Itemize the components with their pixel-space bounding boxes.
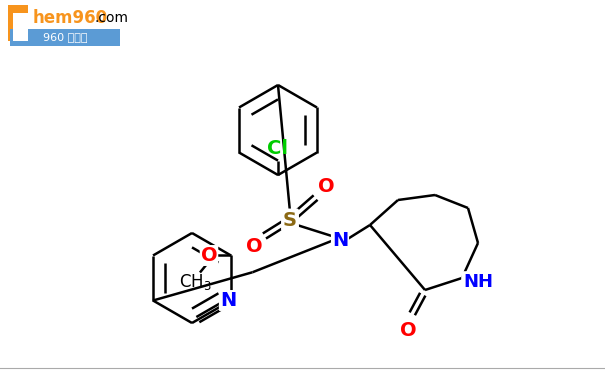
FancyBboxPatch shape	[8, 5, 28, 41]
Text: .com: .com	[94, 11, 128, 25]
Text: hem960: hem960	[33, 9, 108, 27]
Text: NH: NH	[463, 273, 493, 291]
Text: N: N	[332, 231, 348, 249]
Text: N: N	[220, 291, 236, 310]
Text: CH$_3$: CH$_3$	[178, 272, 211, 291]
Text: O: O	[246, 237, 263, 255]
Text: O: O	[400, 321, 416, 339]
FancyBboxPatch shape	[10, 29, 120, 46]
FancyBboxPatch shape	[13, 13, 28, 41]
Text: O: O	[318, 177, 335, 195]
Text: O: O	[201, 246, 217, 265]
Text: 960 化工网: 960 化工网	[43, 32, 87, 42]
Text: S: S	[283, 210, 297, 230]
Text: Cl: Cl	[267, 140, 289, 159]
